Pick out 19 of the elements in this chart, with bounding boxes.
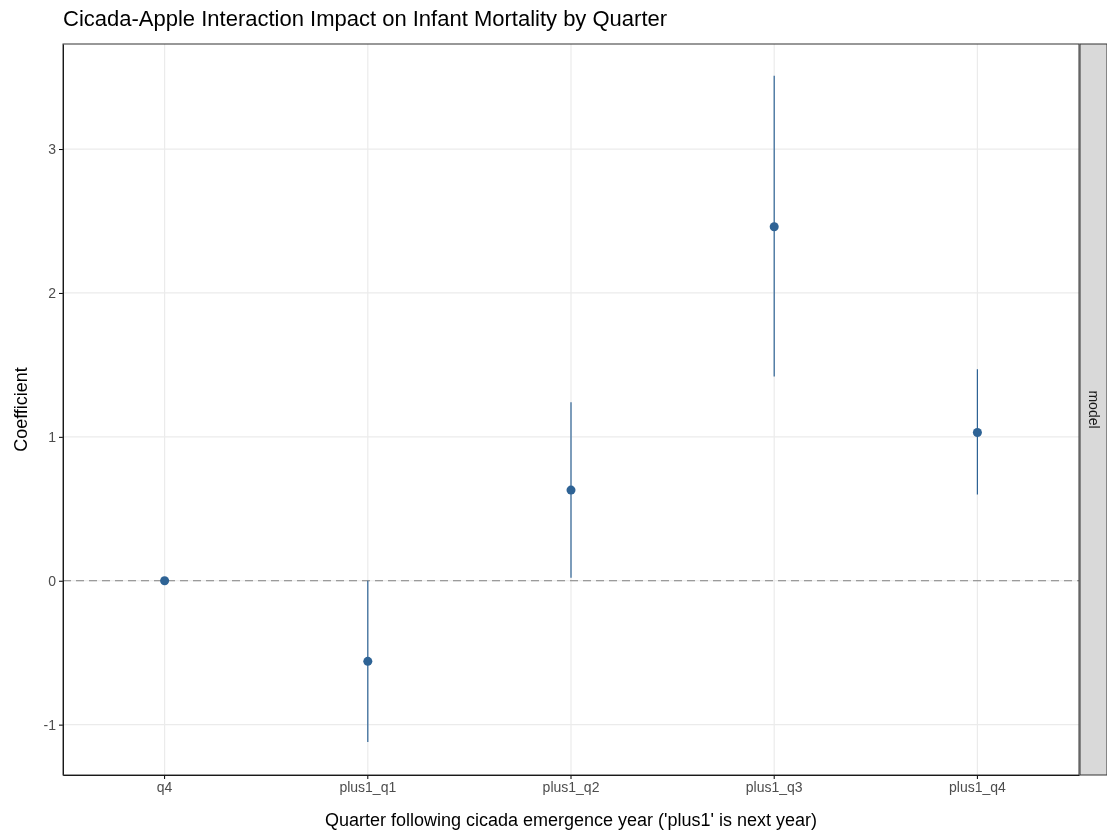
point (972, 428, 982, 438)
point (160, 576, 170, 586)
y-tick-label: -1 (43, 716, 57, 733)
x-axis-title: Quarter following cicada emergence year ('plus1' is next year) (324, 810, 818, 830)
text: model (1086, 390, 1103, 429)
x-tick-label: plus1_q4 (948, 778, 1007, 795)
x-tick-label: plus1_q2 (542, 778, 600, 795)
y-tick-label: 0 (48, 572, 57, 589)
y-tick-label: 2 (48, 284, 57, 301)
point (566, 485, 576, 495)
point (769, 222, 779, 232)
point (363, 656, 373, 666)
y-axis-title: Coefficient (11, 367, 31, 452)
x-tick-label: plus1_q3 (745, 778, 803, 795)
x-tick-label: plus1_q1 (339, 778, 397, 795)
chart-title: Cicada-Apple Interaction Impact on Infant Mortality by Quarter (63, 6, 668, 31)
x-tick-label: q4 (156, 778, 173, 795)
y-tick-label: 3 (48, 141, 57, 158)
y-tick-label: 1 (48, 428, 57, 445)
